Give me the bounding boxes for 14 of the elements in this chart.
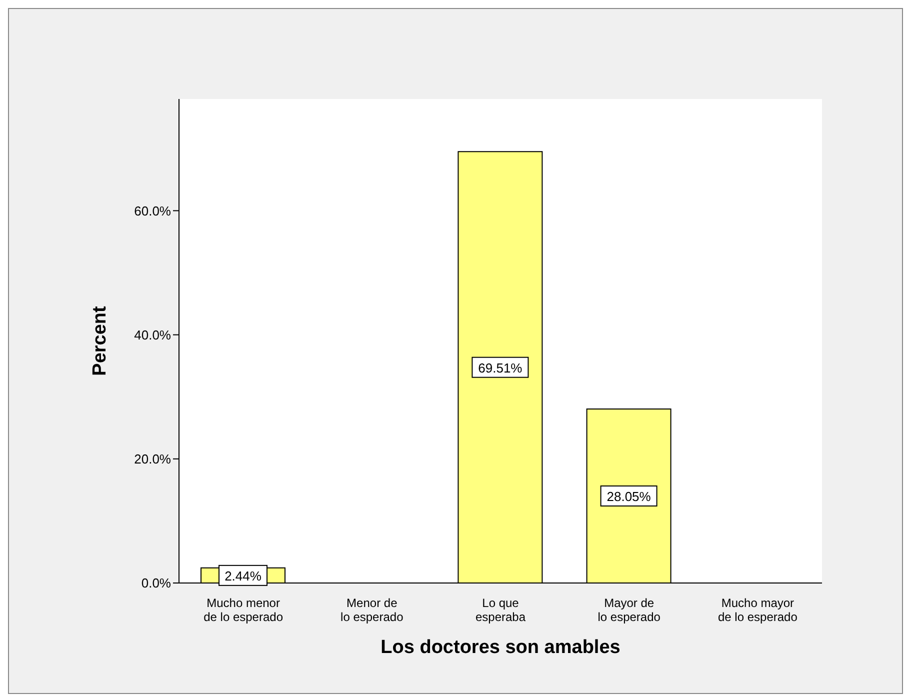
x-tick-label: Menor de lo esperado (340, 596, 404, 624)
x-tick-label: Lo que esperaba (475, 596, 526, 624)
x-tick-label: Mucho mayor de lo esperado (718, 596, 798, 624)
x-axis-title: Los doctores son amables (380, 637, 620, 658)
x-tick-label: Mayor de lo esperado (598, 596, 661, 624)
y-tick-label: 40.0% (134, 327, 172, 342)
y-tick-label: 0.0% (141, 576, 172, 591)
y-axis-title: Percent (90, 305, 111, 376)
data-label: 2.44% (224, 568, 262, 584)
data-label: 28.05% (606, 488, 652, 504)
data-label: 69.51% (478, 360, 523, 376)
y-tick-label: 20.0% (134, 452, 172, 467)
y-tick-label: 60.0% (134, 203, 172, 218)
x-tick-label: Mucho menor de lo esperado (204, 596, 284, 624)
